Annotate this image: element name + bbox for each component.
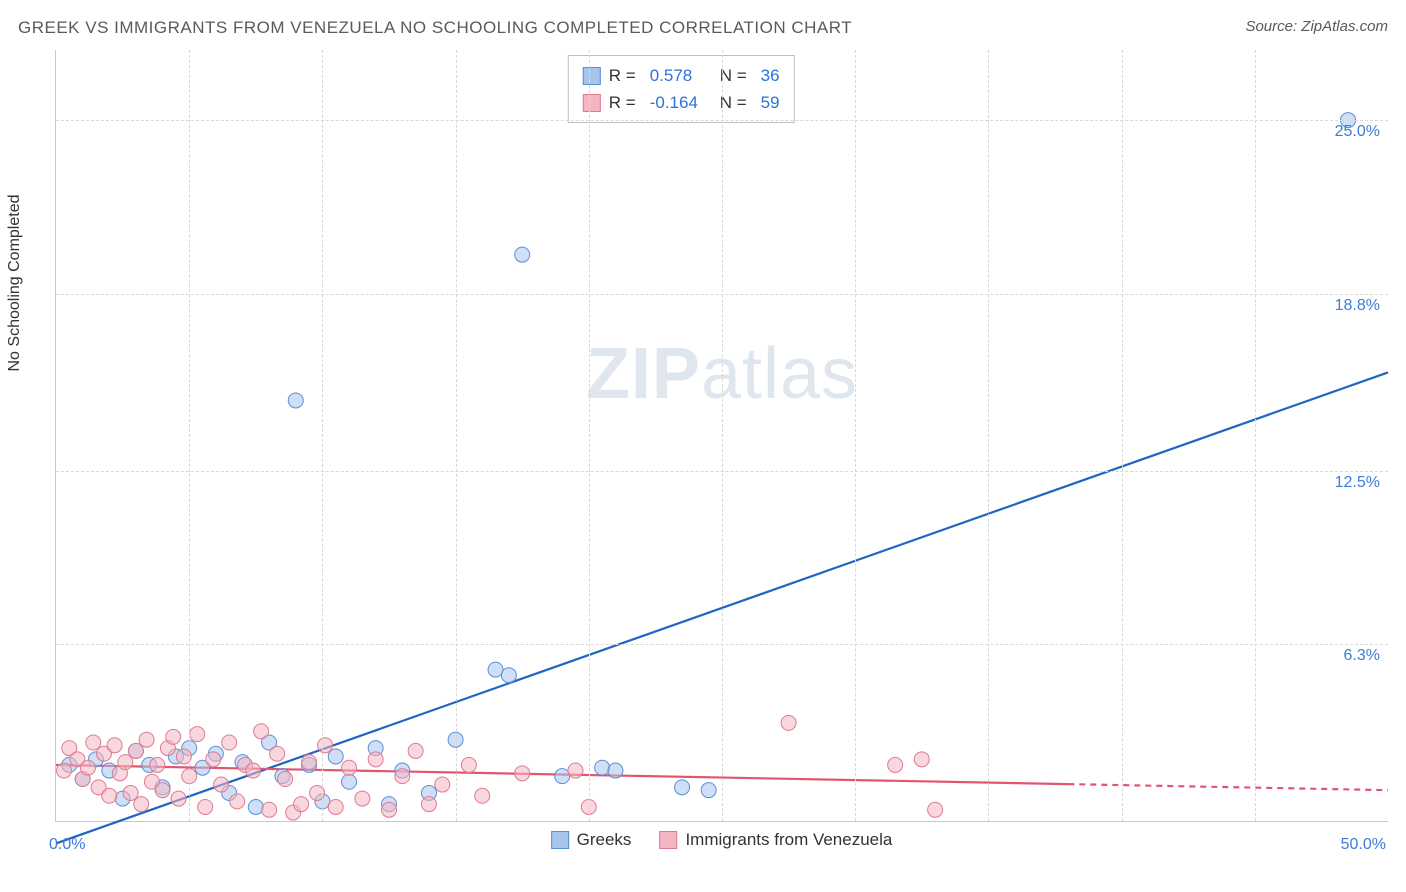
swatch-greeks bbox=[583, 67, 601, 85]
data-point-venezuela bbox=[294, 797, 309, 812]
data-point-venezuela bbox=[56, 763, 71, 778]
data-point-venezuela bbox=[128, 743, 143, 758]
data-point-venezuela bbox=[515, 766, 530, 781]
data-point-venezuela bbox=[206, 752, 221, 767]
chart-title: GREEK VS IMMIGRANTS FROM VENEZUELA NO SC… bbox=[18, 18, 852, 38]
data-point-venezuela bbox=[368, 752, 383, 767]
legend-swatch-venezuela bbox=[659, 831, 677, 849]
legend-swatch-greeks bbox=[551, 831, 569, 849]
data-point-venezuela bbox=[155, 783, 170, 798]
data-point-venezuela bbox=[928, 802, 943, 817]
data-point-venezuela bbox=[134, 797, 149, 812]
data-point-venezuela bbox=[80, 760, 95, 775]
legend-item-greeks: Greeks bbox=[551, 830, 632, 850]
data-point-venezuela bbox=[568, 763, 583, 778]
data-point-venezuela bbox=[118, 755, 133, 770]
data-point-venezuela bbox=[328, 799, 343, 814]
data-point-greeks bbox=[555, 769, 570, 784]
r-label: R = bbox=[609, 89, 636, 116]
r-value-venezuela: -0.164 bbox=[650, 89, 712, 116]
x-gridline bbox=[722, 50, 723, 821]
x-gridline bbox=[456, 50, 457, 821]
swatch-venezuela bbox=[583, 94, 601, 112]
y-tick-label: 18.8% bbox=[1335, 297, 1380, 315]
data-point-venezuela bbox=[302, 755, 317, 770]
data-point-venezuela bbox=[781, 715, 796, 730]
legend-item-venezuela: Immigrants from Venezuela bbox=[659, 830, 892, 850]
data-point-venezuela bbox=[190, 727, 205, 742]
data-point-venezuela bbox=[435, 777, 450, 792]
stats-row-greeks: R = 0.578 N = 36 bbox=[583, 62, 780, 89]
legend-label-venezuela: Immigrants from Venezuela bbox=[685, 830, 892, 850]
data-point-venezuela bbox=[408, 743, 423, 758]
data-point-venezuela bbox=[166, 729, 181, 744]
x-gridline bbox=[322, 50, 323, 821]
y-tick-label: 25.0% bbox=[1335, 123, 1380, 141]
n-value-venezuela: 59 bbox=[761, 89, 780, 116]
data-point-greeks bbox=[342, 774, 357, 789]
data-point-venezuela bbox=[222, 735, 237, 750]
x-gridline bbox=[988, 50, 989, 821]
data-point-venezuela bbox=[395, 769, 410, 784]
data-point-greeks bbox=[608, 763, 623, 778]
data-point-venezuela bbox=[262, 802, 277, 817]
chart-container: No Schooling Completed ZIPatlas R =0.578… bbox=[55, 50, 1388, 852]
data-point-venezuela bbox=[355, 791, 370, 806]
stats-legend: R = 0.578 N = 36 R = -0.164 N = 59 bbox=[568, 55, 795, 123]
y-tick-label: 6.3% bbox=[1344, 647, 1380, 665]
stats-row-venezuela: R = -0.164 N = 59 bbox=[583, 89, 780, 116]
plot-area: ZIPatlas R =0.578N =36R =-0.164N =59 25.… bbox=[55, 50, 1388, 822]
data-point-venezuela bbox=[421, 797, 436, 812]
data-point-greeks bbox=[288, 393, 303, 408]
x-max-label: 50.0% bbox=[1341, 836, 1386, 854]
x-gridline bbox=[189, 50, 190, 821]
data-point-greeks bbox=[595, 760, 610, 775]
x-gridline bbox=[1255, 50, 1256, 821]
x-gridline bbox=[855, 50, 856, 821]
source-attribution: Source: ZipAtlas.com bbox=[1245, 18, 1388, 35]
data-point-venezuela bbox=[382, 802, 397, 817]
data-point-venezuela bbox=[150, 757, 165, 772]
data-point-greeks bbox=[248, 799, 263, 814]
data-point-venezuela bbox=[139, 732, 154, 747]
x-gridline bbox=[1122, 50, 1123, 821]
data-point-venezuela bbox=[342, 760, 357, 775]
data-point-venezuela bbox=[461, 757, 476, 772]
bottom-legend: Greeks Immigrants from Venezuela bbox=[551, 830, 893, 850]
data-point-greeks bbox=[701, 783, 716, 798]
x-min-label: 0.0% bbox=[49, 836, 85, 854]
y-axis-label: No Schooling Completed bbox=[6, 195, 24, 372]
data-point-venezuela bbox=[246, 763, 261, 778]
data-point-venezuela bbox=[86, 735, 101, 750]
data-point-venezuela bbox=[270, 746, 285, 761]
data-point-venezuela bbox=[107, 738, 122, 753]
regression-line-dash-venezuela bbox=[1068, 784, 1388, 790]
y-tick-label: 12.5% bbox=[1335, 474, 1380, 492]
data-point-venezuela bbox=[254, 724, 269, 739]
data-point-venezuela bbox=[230, 794, 245, 809]
data-point-greeks bbox=[675, 780, 690, 795]
r-label: R = bbox=[609, 62, 636, 89]
r-value-greeks: 0.578 bbox=[650, 62, 712, 89]
x-gridline bbox=[589, 50, 590, 821]
data-point-venezuela bbox=[198, 799, 213, 814]
legend-label-greeks: Greeks bbox=[577, 830, 632, 850]
data-point-venezuela bbox=[914, 752, 929, 767]
data-point-venezuela bbox=[318, 738, 333, 753]
data-point-venezuela bbox=[475, 788, 490, 803]
data-point-venezuela bbox=[278, 771, 293, 786]
data-point-greeks bbox=[328, 749, 343, 764]
n-label: N = bbox=[720, 62, 747, 89]
data-point-greeks bbox=[501, 668, 516, 683]
data-point-greeks bbox=[515, 247, 530, 262]
data-point-venezuela bbox=[888, 757, 903, 772]
data-point-venezuela bbox=[102, 788, 117, 803]
data-point-venezuela bbox=[171, 791, 186, 806]
chart-header: GREEK VS IMMIGRANTS FROM VENEZUELA NO SC… bbox=[18, 18, 1388, 38]
data-point-greeks bbox=[488, 662, 503, 677]
data-point-venezuela bbox=[123, 785, 138, 800]
n-label: N = bbox=[720, 89, 747, 116]
data-point-venezuela bbox=[214, 777, 229, 792]
n-value-greeks: 36 bbox=[761, 62, 780, 89]
